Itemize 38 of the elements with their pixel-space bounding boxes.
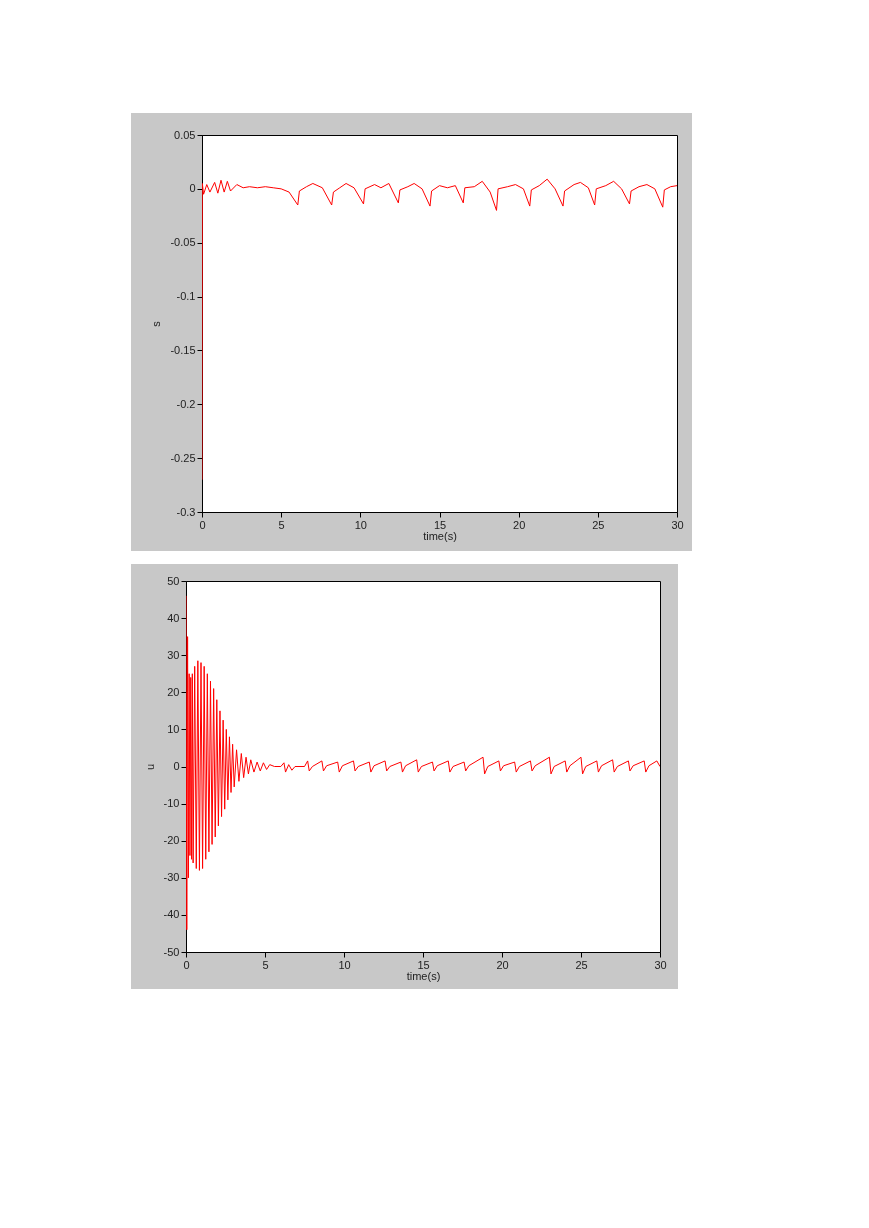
y-tick-label: -30 — [163, 871, 180, 884]
x-tick-label: 15 — [417, 958, 430, 971]
y-tick-label: 30 — [167, 648, 180, 661]
y-tick-label: 40 — [167, 611, 180, 624]
x-tick-label: 30 — [671, 518, 684, 531]
x-tick-label: 0 — [199, 518, 206, 531]
x-axis-title: time(s) — [406, 969, 441, 982]
y-tick-label: 0 — [173, 760, 180, 772]
y-tick-label: -10 — [163, 797, 180, 810]
y-tick-label: -0.3 — [176, 505, 196, 518]
y-tick-label: -40 — [163, 908, 180, 921]
x-tick-label: 5 — [278, 518, 285, 531]
x-tick-label: 20 — [513, 518, 526, 531]
y-tick-label: -0.05 — [170, 236, 196, 249]
x-tick-label: 10 — [354, 518, 367, 531]
y-tick-label: -20 — [163, 834, 180, 847]
y-axis-title: s — [150, 320, 163, 327]
x-tick-label: 10 — [338, 958, 351, 971]
y-tick-label: 50 — [167, 574, 180, 587]
y-tick-label: -0.2 — [176, 397, 196, 410]
y-tick-label: -0.25 — [170, 451, 196, 464]
x-tick-label: 20 — [496, 958, 509, 971]
y-tick-label: 20 — [167, 685, 180, 698]
y-tick-label: 0 — [189, 182, 196, 195]
y-tick-label: 10 — [167, 722, 180, 735]
x-tick-label: 25 — [575, 958, 588, 971]
line-series — [202, 178, 677, 481]
x-tick-label: 30 — [654, 958, 667, 971]
y-tick-label: -0.1 — [176, 290, 196, 303]
y-tick-label: -0.15 — [170, 343, 196, 356]
y-tick-label: 0.05 — [174, 128, 196, 141]
y-tick-label: -50 — [163, 945, 180, 958]
y-axis-title: u — [143, 763, 156, 771]
x-axis-title: time(s) — [423, 529, 457, 542]
x-tick-label: 5 — [262, 958, 269, 971]
x-tick-label: 15 — [433, 518, 447, 531]
x-tick-label: 25 — [592, 518, 605, 531]
line-series — [186, 595, 660, 931]
